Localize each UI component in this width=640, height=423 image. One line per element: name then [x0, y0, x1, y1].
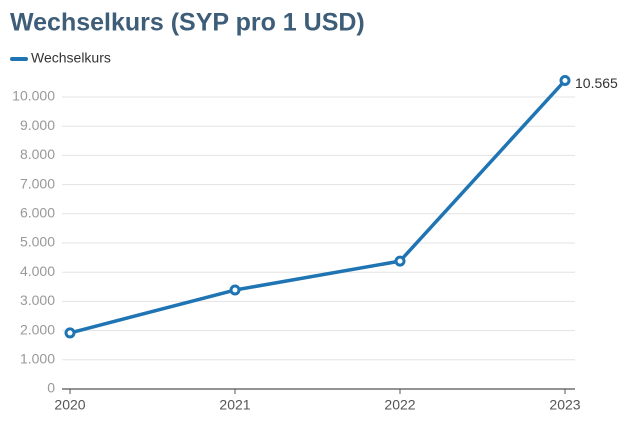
y-tick-label: 8.000 — [20, 146, 55, 162]
y-tick-label: 7.000 — [20, 175, 55, 191]
y-tick-label: 9.000 — [20, 117, 55, 133]
chart-title: Wechselkurs (SYP pro 1 USD) — [10, 9, 365, 37]
x-tick-label: 2020 — [54, 397, 85, 413]
line — [69, 79, 567, 335]
y-tick-label: 6.000 — [20, 205, 55, 221]
y-tick-label: 5.000 — [20, 234, 55, 250]
y-tick-label: 0 — [47, 380, 55, 396]
x-tick-label: 2022 — [384, 397, 415, 413]
y-tick-label: 2.000 — [20, 321, 55, 337]
point — [229, 284, 241, 296]
y-tick-label: 4.000 — [20, 263, 55, 279]
legend-label: Wechselkurs — [31, 50, 111, 66]
point — [559, 75, 571, 86]
y-tick-label: 3.000 — [20, 292, 55, 308]
y-tick-label: 1.000 — [20, 351, 55, 367]
x-tick-label: 2021 — [219, 397, 250, 413]
y-tick-label: 10.000 — [12, 88, 55, 104]
point — [394, 255, 406, 267]
data-label: 10.565 — [575, 75, 618, 91]
x-tick-label: 2023 — [549, 397, 580, 413]
point — [64, 327, 76, 339]
